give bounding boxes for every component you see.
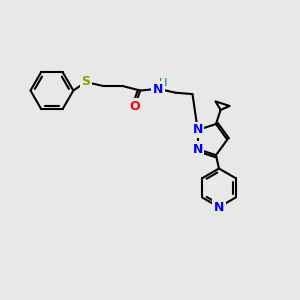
Text: O: O xyxy=(130,100,140,112)
Text: S: S xyxy=(81,75,90,88)
Text: N: N xyxy=(214,201,224,214)
Text: N: N xyxy=(153,82,163,96)
Text: N: N xyxy=(193,124,203,136)
Text: H: H xyxy=(159,77,167,88)
Text: N: N xyxy=(193,143,203,156)
